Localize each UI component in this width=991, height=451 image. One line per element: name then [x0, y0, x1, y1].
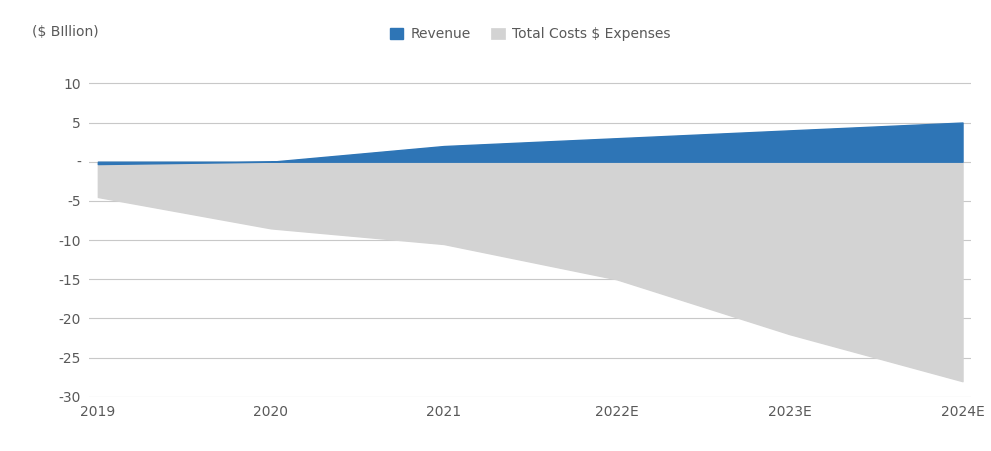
Legend: Revenue, Total Costs $ Expenses: Revenue, Total Costs $ Expenses — [384, 22, 677, 47]
Text: ($ BIllion): ($ BIllion) — [32, 25, 98, 39]
